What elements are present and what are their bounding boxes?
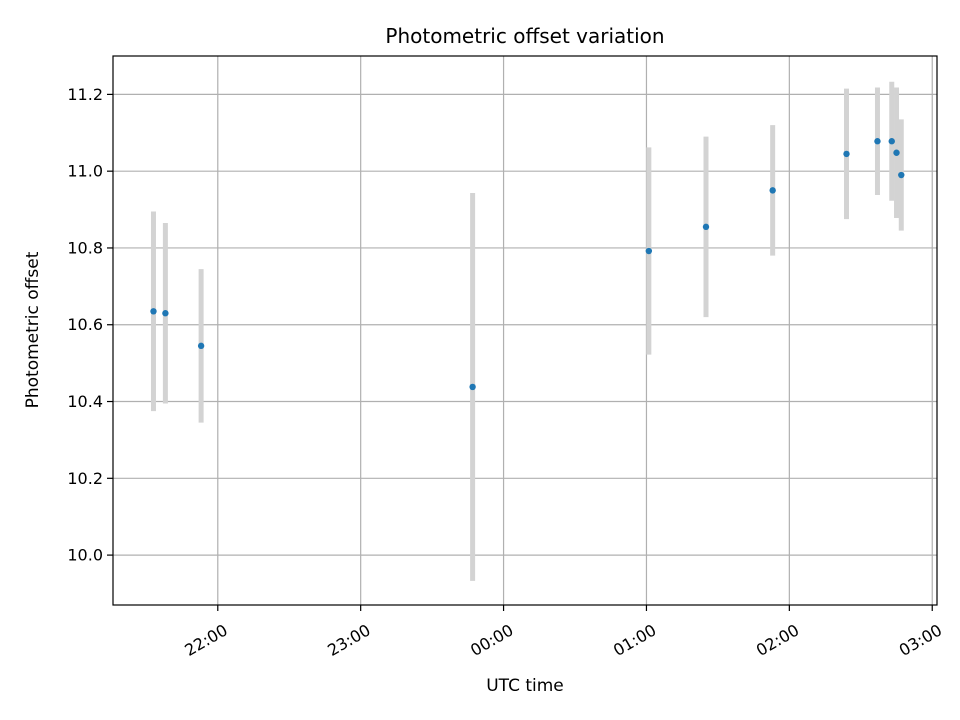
data-point <box>893 149 900 156</box>
y-tick-label: 10.0 <box>67 546 103 565</box>
data-points <box>150 138 905 391</box>
y-tick-label: 11.2 <box>67 85 103 104</box>
y-axis-label: Photometric offset <box>23 251 43 408</box>
data-point <box>162 310 169 317</box>
data-point <box>702 223 710 231</box>
y-tick-label: 10.6 <box>67 315 103 334</box>
data-point <box>843 150 850 158</box>
data-point <box>769 187 776 194</box>
data-point <box>898 171 905 179</box>
y-tick-label: 10.4 <box>67 392 103 411</box>
data-point <box>469 383 476 391</box>
y-tick-label: 11.0 <box>67 162 103 181</box>
x-axis-label: UTC time <box>486 676 564 696</box>
data-point <box>888 138 895 145</box>
y-tick-label: 10.2 <box>67 469 103 488</box>
chart-title: Photometric offset variation <box>385 24 664 48</box>
data-point <box>874 138 881 145</box>
data-point <box>150 308 157 315</box>
y-tick-label: 10.8 <box>67 238 103 257</box>
data-point <box>197 342 205 350</box>
data-point <box>645 247 653 255</box>
plot-frame <box>112 55 938 606</box>
grid <box>113 56 937 605</box>
y-axis: 10.0 10.2 10.4 10.6 10.8 11.0 11.2 <box>67 85 113 565</box>
